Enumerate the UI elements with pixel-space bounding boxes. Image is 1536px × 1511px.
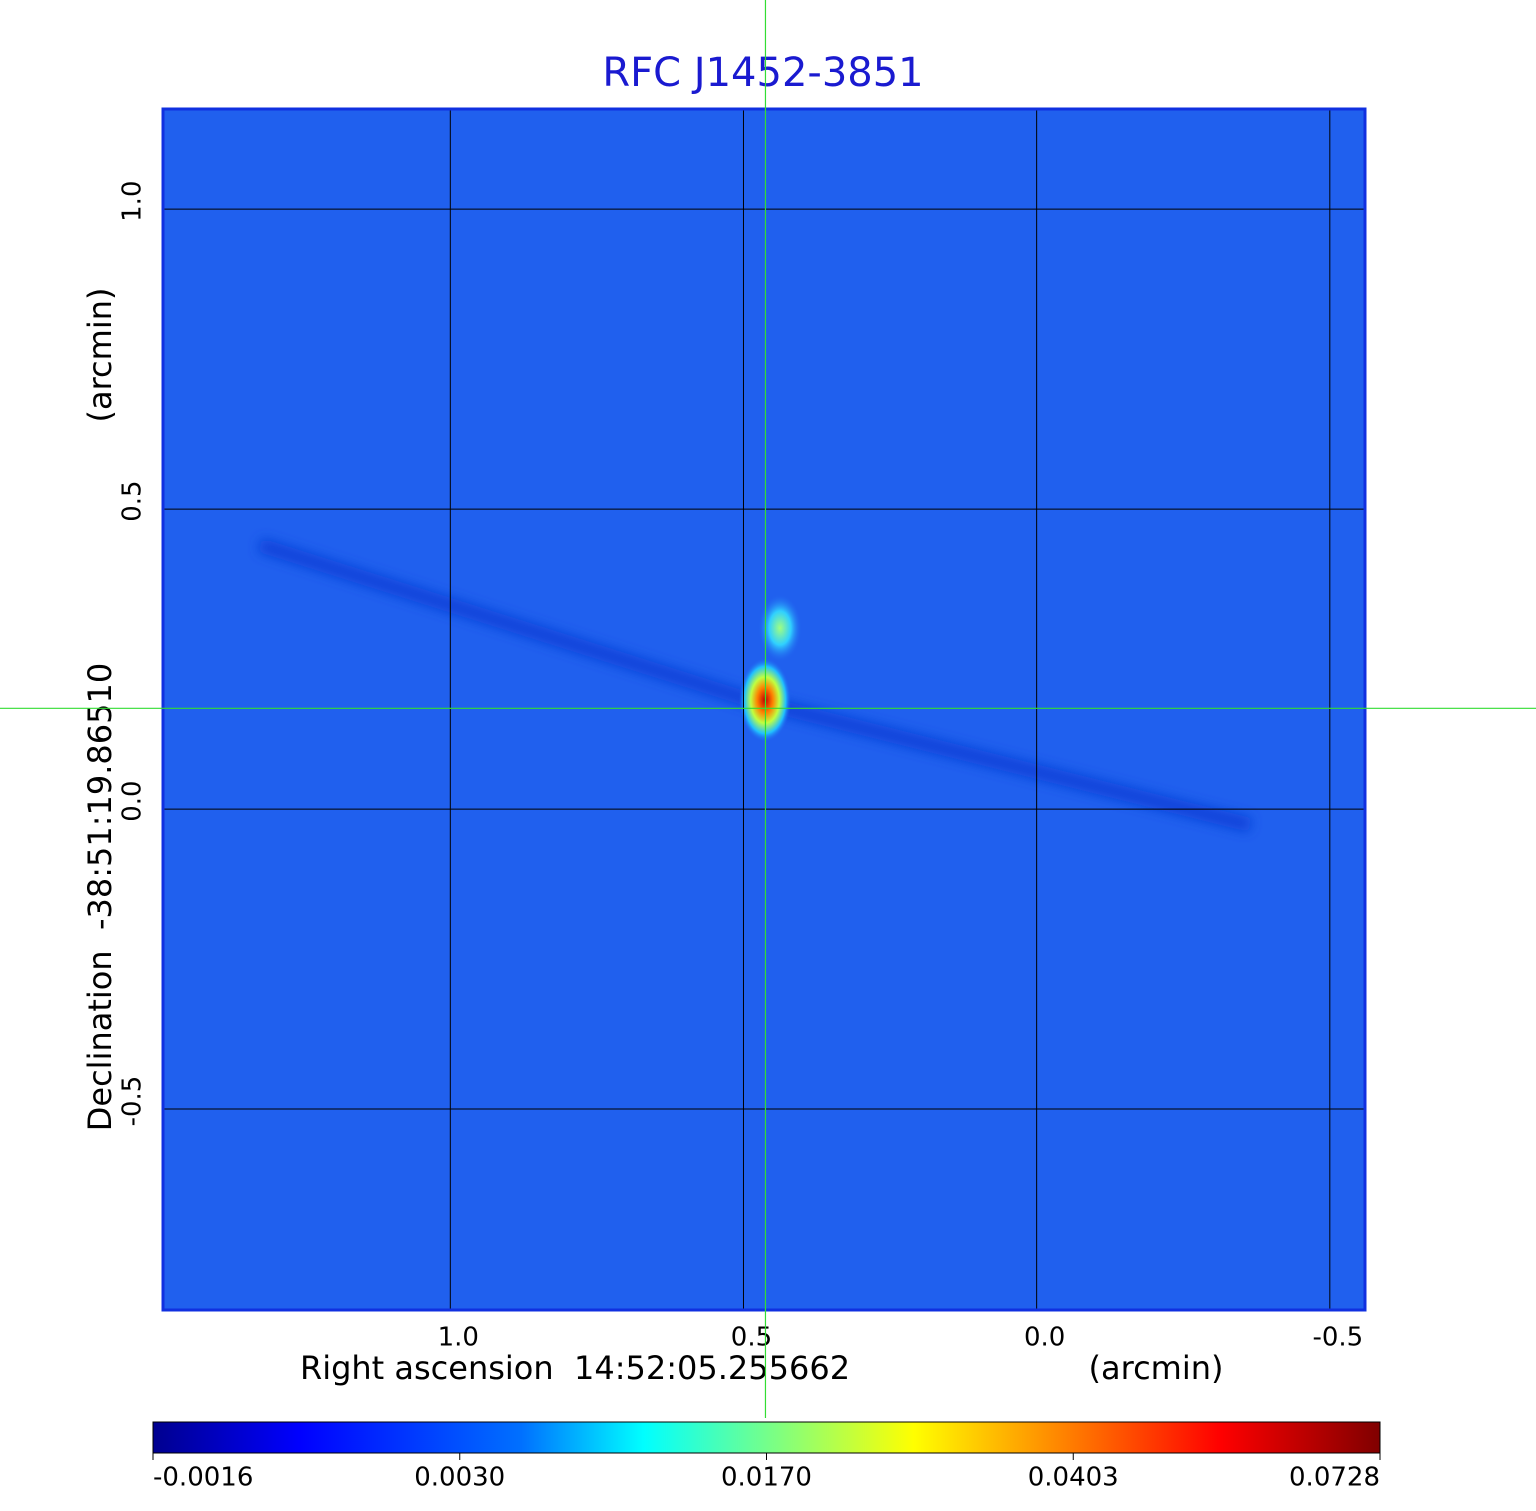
y-tick-label: -0.5 <box>118 1076 148 1127</box>
colorbar <box>152 1421 1381 1454</box>
x-tick-label: -0.5 <box>1312 1323 1363 1353</box>
image-source <box>758 594 802 662</box>
x-tick-label: 0.0 <box>1024 1323 1065 1353</box>
colorbar-tick-label: 0.0030 <box>414 1463 505 1493</box>
y-tick-label: 1.0 <box>118 181 148 222</box>
y-axis-unit: (arcmin) <box>81 288 119 423</box>
x-axis-unit: (arcmin) <box>1089 1349 1224 1387</box>
plot-frame <box>161 107 1367 1312</box>
grid <box>163 109 1365 1310</box>
x-axis-label: Right ascension 14:52:05.255662 <box>300 1349 850 1387</box>
colorbar-tick-label: 0.0403 <box>1028 1463 1119 1493</box>
chart-title: RFC J1452-3851 <box>602 50 923 96</box>
colorbar-tick-label: 0.0170 <box>721 1463 812 1493</box>
x-tick-label: 1.0 <box>438 1323 479 1353</box>
y-tick-label: 0.0 <box>118 780 148 821</box>
colorbar-tick-label: 0.0728 <box>1289 1463 1380 1493</box>
image <box>163 109 1365 1310</box>
y-axis-label: Declination -38:51:19.86510 <box>81 663 119 1131</box>
y-tick-label: 0.5 <box>118 480 148 521</box>
colorbar-tick-label: -0.0016 <box>153 1463 253 1493</box>
